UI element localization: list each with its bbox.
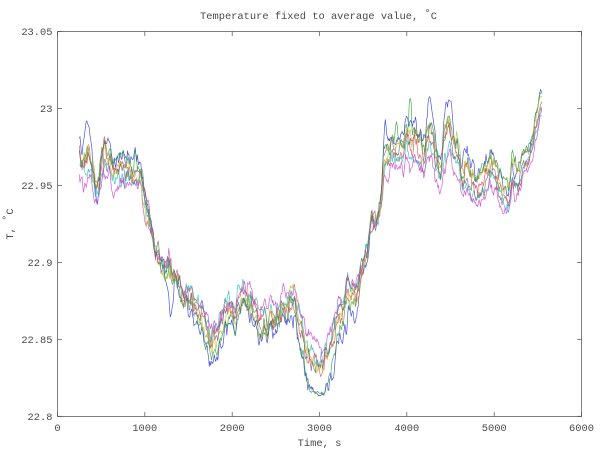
svg-text:22.85: 22.85 (21, 335, 52, 347)
svg-text:2000: 2000 (220, 423, 245, 435)
svg-text:23: 23 (40, 104, 52, 116)
svg-text:22.95: 22.95 (21, 181, 52, 193)
svg-text:6000: 6000 (569, 423, 594, 435)
svg-text:Temperature fixed to average v: Temperature fixed to average value, °C (200, 8, 437, 23)
svg-text:22.9: 22.9 (28, 258, 53, 270)
svg-text:4000: 4000 (394, 423, 419, 435)
svg-text:3000: 3000 (307, 423, 332, 435)
svg-text:Time, s: Time, s (298, 438, 342, 450)
svg-text:T, °C: T, °C (2, 208, 18, 239)
svg-text:0: 0 (54, 423, 60, 435)
svg-text:23.05: 23.05 (21, 27, 52, 39)
svg-text:22.8: 22.8 (28, 412, 53, 424)
svg-text:1000: 1000 (132, 423, 157, 435)
svg-text:5000: 5000 (482, 423, 507, 435)
